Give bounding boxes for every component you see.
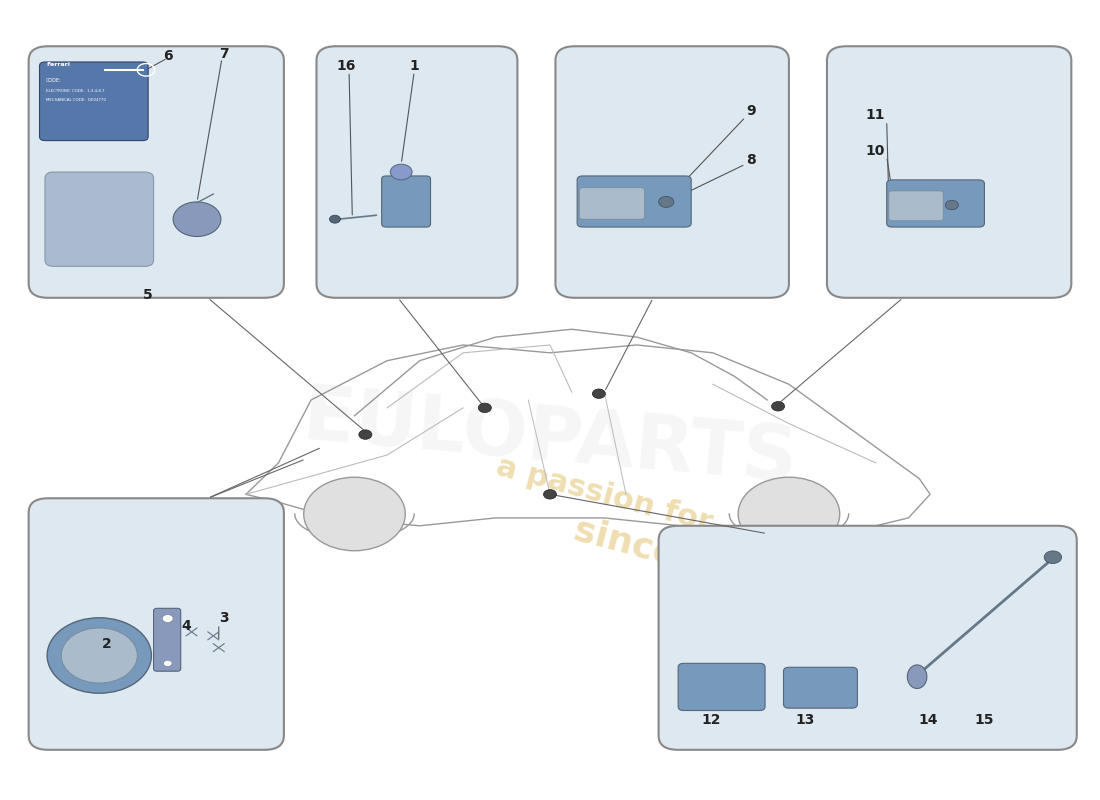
Circle shape [62,628,138,683]
FancyBboxPatch shape [679,663,766,710]
Text: 4: 4 [182,618,191,633]
Text: 1: 1 [409,59,419,73]
Text: 8: 8 [746,153,756,167]
Text: EULOPARTS: EULOPARTS [300,381,800,498]
Text: 10: 10 [865,144,884,158]
Circle shape [945,200,958,210]
Text: 15: 15 [975,713,994,727]
FancyBboxPatch shape [887,180,984,227]
FancyBboxPatch shape [317,46,517,298]
Circle shape [1044,551,1061,563]
Circle shape [593,389,605,398]
Text: since 1985: since 1985 [570,513,791,602]
FancyBboxPatch shape [827,46,1071,298]
Text: 14: 14 [918,713,937,727]
Text: 3: 3 [219,610,229,625]
Circle shape [771,402,784,411]
Circle shape [543,490,557,499]
FancyBboxPatch shape [40,62,148,141]
Circle shape [330,215,340,223]
Circle shape [173,202,221,237]
Text: 7: 7 [219,47,229,61]
FancyBboxPatch shape [783,667,857,708]
Text: 2: 2 [102,637,112,650]
Ellipse shape [908,665,927,689]
FancyBboxPatch shape [29,46,284,298]
Circle shape [738,478,839,550]
FancyBboxPatch shape [659,526,1077,750]
Text: 16: 16 [337,59,355,73]
FancyBboxPatch shape [382,176,430,227]
FancyBboxPatch shape [556,46,789,298]
Circle shape [163,614,173,622]
FancyBboxPatch shape [29,498,284,750]
Circle shape [304,478,405,550]
Circle shape [47,618,152,694]
Circle shape [163,660,172,666]
FancyBboxPatch shape [889,191,943,221]
Circle shape [478,403,492,413]
Circle shape [659,196,674,207]
Text: 13: 13 [795,713,815,727]
FancyBboxPatch shape [154,608,180,671]
Text: MECHANICAL CODE:  DE04770: MECHANICAL CODE: DE04770 [46,98,106,102]
Text: 5: 5 [143,288,153,302]
Circle shape [359,430,372,439]
Text: Ferrari: Ferrari [46,62,70,67]
Text: 11: 11 [865,107,884,122]
Text: ELECTRONIC CODE:  1,3,4,8,7: ELECTRONIC CODE: 1,3,4,8,7 [46,89,104,93]
FancyBboxPatch shape [45,172,154,266]
Text: a passion for: a passion for [493,451,716,537]
Text: 9: 9 [746,105,756,118]
Text: 6: 6 [163,49,173,62]
FancyBboxPatch shape [578,176,691,227]
FancyBboxPatch shape [580,188,645,219]
Circle shape [390,164,412,180]
Text: 12: 12 [701,713,721,727]
Text: CODE:: CODE: [46,78,62,82]
